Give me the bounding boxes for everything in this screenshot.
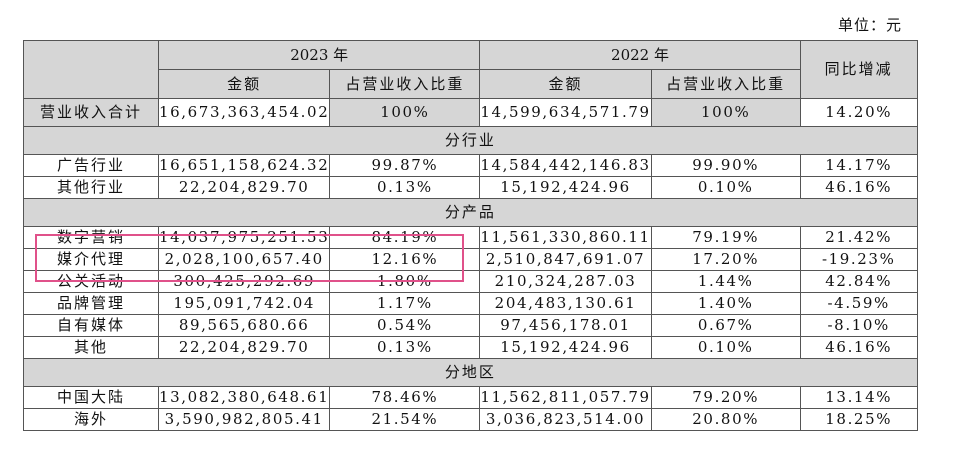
header-ratio-2022: 占营业收入比重 (650, 69, 801, 99)
table-row: 其他行业 22,204,829.70 0.13% 15,192,424.96 0.10%… (23, 176, 918, 199)
table-row: 媒介代理 2,028,100,657.40 12.16% 2,510,847,691.… (23, 248, 918, 271)
table-row: 公关活动 300,425,292.69 1.80% 210,324,287.03 1.4… (23, 270, 918, 293)
amount-2022-cell: 11,562,811,057.79 (479, 386, 652, 409)
yoy-cell: -8.10% (799, 314, 918, 337)
ratio-2022-cell: 0.10% (650, 176, 801, 199)
header-blank-cell (23, 40, 159, 99)
amount-2023-cell: 2,028,100,657.40 (157, 248, 331, 271)
amount-2023-cell: 89,565,680.66 (157, 314, 331, 337)
ratio-2023-cell: 0.13% (329, 176, 481, 199)
table-row: 数字营销 14,037,975,251.53 84.19% 11,561,330,86… (23, 226, 918, 249)
yoy-cell: 42.84% (799, 270, 918, 293)
table-row: 中国大陆 13,082,380,648.61 78.46% 11,562,811,05… (23, 386, 918, 409)
header-row-columns: 金额 占营业收入比重 金额 占营业收入比重 (24, 69, 918, 99)
amount-2022-cell: 97,456,178.01 (479, 314, 652, 337)
header-year-2023: 2023 年 (157, 40, 481, 70)
yoy-cell: -4.59% (799, 292, 918, 315)
ratio-2023-cell: 21.54% (329, 408, 481, 431)
unit-label: 单位：元 (837, 16, 902, 34)
ratio-2023-cell: 12.16% (329, 248, 481, 271)
ratio-2023-cell: 1.17% (329, 292, 481, 315)
total-label: 营业收入合计 (23, 98, 159, 127)
yoy-cell: 46.16% (799, 336, 918, 359)
amount-2023-cell: 3,590,982,805.41 (157, 408, 331, 431)
table-row: 品牌管理 195,091,742.04 1.17% 204,483,130.61 1.4… (23, 292, 918, 315)
header-ratio-2023: 占营业收入比重 (329, 69, 481, 99)
amount-2023-cell: 13,082,380,648.61 (157, 386, 331, 409)
yoy-cell: -19.23% (799, 248, 918, 271)
ratio-2022-cell: 79.20% (650, 386, 801, 409)
row-label: 其他 (23, 336, 159, 359)
amount-2023-cell: 14,037,975,251.53 (157, 226, 331, 249)
amount-2022-cell: 15,192,424.96 (479, 336, 652, 359)
amount-2022-cell: 11,561,330,860.11 (479, 226, 652, 249)
revenue-table: 2023 年 2022 年 同比增减 金额 占营业收入比重 金额 占营业收入比重… (23, 40, 918, 431)
total-row: 营业收入合计 16,673,363,454.02 100% 14,599,634… (23, 98, 918, 127)
yoy-cell: 14.17% (799, 154, 918, 177)
section-header-row: 分行业 (23, 126, 918, 155)
header-yoy: 同比增减 (799, 40, 918, 99)
table-row: 广告行业 16,651,158,624.32 99.87% 14,584,442,14… (23, 154, 918, 177)
yoy-cell: 18.25% (799, 408, 918, 431)
ratio-2023-cell: 78.46% (329, 386, 481, 409)
row-label: 海外 (23, 408, 159, 431)
row-label: 公关活动 (23, 270, 159, 293)
yoy-cell: 21.42% (799, 226, 918, 249)
yoy-cell: 13.14% (799, 386, 918, 409)
row-label: 广告行业 (23, 154, 159, 177)
header-row-years: 2023 年 2022 年 同比增减 (23, 40, 918, 99)
row-label: 媒介代理 (23, 248, 159, 271)
table-row: 海外 3,590,982,805.41 21.54% 3,036,823,514.00… (23, 408, 918, 431)
amount-2023-cell: 22,204,829.70 (157, 336, 331, 359)
amount-2022-cell: 210,324,287.03 (479, 270, 652, 293)
ratio-2022-cell: 0.67% (650, 314, 801, 337)
total-ratio-2022: 100% (650, 98, 801, 127)
ratio-2022-cell: 17.20% (650, 248, 801, 271)
table-row: 其他 22,204,829.70 0.13% 15,192,424.96 0.10% 46… (23, 336, 918, 359)
total-amount-2023: 16,673,363,454.02 (157, 98, 331, 127)
amount-2022-cell: 14,584,442,146.83 (479, 154, 652, 177)
yoy-cell: 46.16% (799, 176, 918, 199)
section-title: 分产品 (23, 198, 918, 227)
amount-2022-cell: 3,036,823,514.00 (479, 408, 652, 431)
amount-2022-cell: 2,510,847,691.07 (479, 248, 652, 271)
ratio-2023-cell: 0.13% (329, 336, 481, 359)
header-amount-2022: 金额 (479, 69, 652, 99)
amount-2022-cell: 15,192,424.96 (479, 176, 652, 199)
row-label: 其他行业 (23, 176, 159, 199)
section-title: 分地区 (23, 358, 918, 387)
ratio-2023-cell: 99.87% (329, 154, 481, 177)
total-ratio-2023: 100% (329, 98, 481, 127)
section-header-row: 分产品 (23, 198, 918, 227)
ratio-2023-cell: 1.80% (329, 270, 481, 293)
row-label: 数字营销 (23, 226, 159, 249)
section-header-row: 分地区 (23, 358, 918, 387)
amount-2023-cell: 16,651,158,624.32 (157, 154, 331, 177)
table-row: 自有媒体 89,565,680.66 0.54% 97,456,178.01 0.67%… (23, 314, 918, 337)
ratio-2022-cell: 1.44% (650, 270, 801, 293)
ratio-2022-cell: 1.40% (650, 292, 801, 315)
total-amount-2022: 14,599,634,571.79 (479, 98, 652, 127)
row-label: 品牌管理 (23, 292, 159, 315)
header-year-2022: 2022 年 (479, 40, 801, 70)
ratio-2023-cell: 84.19% (329, 226, 481, 249)
ratio-2022-cell: 0.10% (650, 336, 801, 359)
header-amount-2023: 金额 (157, 69, 331, 99)
section-title: 分行业 (23, 126, 918, 155)
ratio-2022-cell: 99.90% (650, 154, 801, 177)
amount-2023-cell: 195,091,742.04 (157, 292, 331, 315)
ratio-2023-cell: 0.54% (329, 314, 481, 337)
amount-2022-cell: 204,483,130.61 (479, 292, 652, 315)
row-label: 中国大陆 (23, 386, 159, 409)
total-yoy: 14.20% (799, 98, 918, 127)
ratio-2022-cell: 20.80% (650, 408, 801, 431)
ratio-2022-cell: 79.19% (650, 226, 801, 249)
amount-2023-cell: 300,425,292.69 (157, 270, 331, 293)
amount-2023-cell: 22,204,829.70 (157, 176, 331, 199)
row-label: 自有媒体 (23, 314, 159, 337)
